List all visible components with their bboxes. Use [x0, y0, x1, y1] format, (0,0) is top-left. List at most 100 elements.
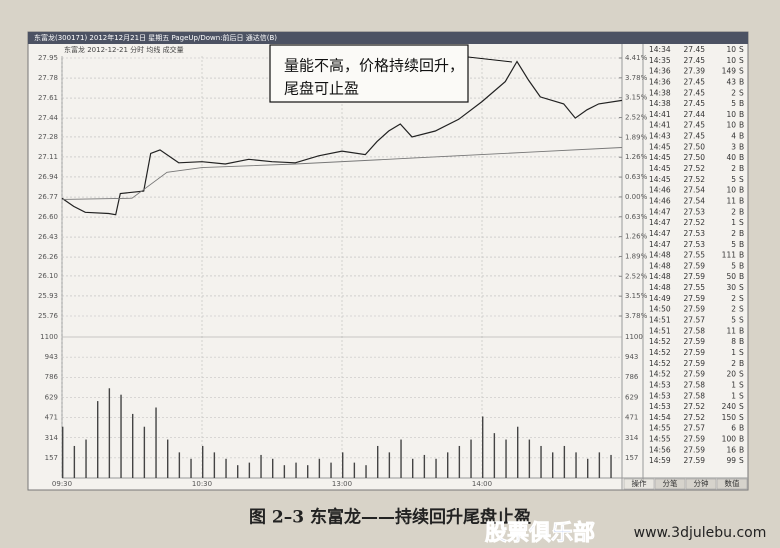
trade-time: 14:55: [649, 424, 671, 433]
watermark-brand: 股票俱乐部: [485, 520, 595, 546]
trade-side: B: [739, 359, 744, 368]
trade-volume: 11: [726, 196, 736, 205]
trade-time: 14:38: [649, 88, 671, 97]
volume-bar: [108, 388, 111, 478]
x-tick-label: 10:30: [192, 480, 212, 488]
trade-time: 14:51: [649, 326, 671, 335]
trade-time: 14:48: [649, 283, 671, 292]
trade-price: 27.59: [684, 456, 706, 465]
trade-price: 27.52: [684, 413, 706, 422]
trade-side: B: [739, 196, 744, 205]
tab[interactable]: [716, 478, 748, 490]
y2-tick-label: 3.15%: [625, 94, 648, 102]
trade-volume: 4: [731, 132, 736, 141]
trade-time: 14:41: [649, 121, 671, 130]
tab-label[interactable]: 操作: [632, 478, 647, 488]
trade-volume: 2: [731, 229, 736, 238]
volume-bar: [377, 445, 379, 478]
volume-bar: [295, 462, 297, 478]
volume-bar: [213, 452, 216, 478]
y-tick-label: 25.93: [38, 292, 58, 300]
trade-side: B: [739, 99, 744, 108]
trade-volume: 100: [722, 435, 737, 444]
trade-time: 14:48: [649, 251, 671, 260]
trade-price: 27.45: [684, 45, 706, 54]
y2-tick-label: 1.26%: [625, 233, 648, 241]
y-tick-label: 27.78: [38, 74, 58, 82]
trade-side: B: [739, 153, 744, 162]
trade-volume: 1: [731, 391, 736, 400]
trade-volume: 10: [726, 186, 736, 195]
annotation-arrow: [467, 56, 513, 63]
trade-side: B: [739, 251, 744, 260]
watermark-url: www.3djulebu.com: [634, 525, 767, 541]
trade-volume: 30: [726, 283, 736, 292]
trade-side: S: [739, 456, 744, 465]
trade-side: B: [739, 261, 744, 270]
y-tick-label: 27.95: [38, 54, 58, 62]
trade-price: 27.45: [684, 99, 706, 108]
volume-bar: [237, 465, 239, 478]
tab-label[interactable]: 分笔: [663, 478, 678, 488]
volume-bar: [435, 458, 437, 478]
y2-tick-label: 786: [625, 373, 639, 381]
trade-time: 14:52: [649, 348, 671, 357]
trade-side: B: [739, 110, 744, 119]
trade-volume: 50: [726, 272, 736, 281]
trade-time: 14:45: [649, 142, 671, 151]
volume-bar: [225, 458, 227, 478]
trade-side: B: [739, 326, 744, 335]
tab-label[interactable]: 分钟: [694, 478, 709, 488]
volume-bar: [458, 445, 461, 478]
y-tick-label: 786: [45, 373, 59, 381]
y2-tick-label: 1.26%: [625, 153, 648, 161]
y-tick-label: 157: [45, 454, 58, 462]
volume-bar: [563, 445, 566, 478]
trade-time: 14:59: [649, 456, 671, 465]
trade-time: 14:54: [649, 413, 671, 422]
y2-tick-label: 157: [625, 454, 638, 462]
trade-price: 27.45: [684, 77, 706, 86]
y2-tick-label: 0.63%: [625, 173, 648, 181]
volume-bar: [447, 452, 449, 478]
tab-label[interactable]: 数值: [725, 478, 740, 488]
tab[interactable]: [685, 478, 717, 490]
trade-time: 14:35: [649, 56, 671, 65]
trade-time: 14:47: [649, 207, 671, 216]
tab[interactable]: [654, 478, 686, 490]
y2-tick-label: 1100: [625, 333, 643, 341]
y-tick-label: 471: [45, 414, 58, 422]
y2-tick-label: 2.52%: [625, 114, 648, 122]
trade-price: 27.50: [684, 153, 706, 162]
volume-bar: [97, 401, 99, 478]
volume-bar: [575, 452, 577, 478]
trade-side: B: [739, 337, 744, 346]
trade-volume: 43: [726, 77, 736, 86]
volume-bar: [190, 458, 192, 478]
trade-side: S: [739, 380, 744, 389]
trade-side: S: [739, 413, 744, 422]
trade-time: 14:38: [649, 99, 671, 108]
trade-time: 14:56: [649, 445, 671, 454]
trade-side: S: [739, 218, 744, 227]
trade-price: 27.59: [684, 305, 706, 314]
trade-time: 14:50: [649, 305, 671, 314]
trade-price: 27.39: [684, 67, 706, 76]
trade-volume: 6: [731, 424, 736, 433]
volume-bar: [493, 433, 496, 478]
trade-price: 27.55: [684, 251, 706, 260]
trade-volume: 2: [731, 294, 736, 303]
trade-price: 27.52: [684, 218, 706, 227]
tab[interactable]: [623, 478, 655, 490]
plot: 27.95 27.78 27.61 27.44 27.28 27.11 26.94 26.77…: [38, 54, 648, 488]
volume-bar: [400, 439, 402, 478]
trade-volume: 5: [731, 240, 736, 249]
trade-side: B: [739, 164, 744, 173]
volume-bar: [318, 458, 321, 478]
trade-time: 14:43: [649, 132, 671, 141]
trade-price: 27.59: [684, 294, 706, 303]
trade-price: 27.45: [684, 88, 706, 97]
trade-volume: 1: [731, 218, 736, 227]
trade-side: S: [739, 402, 744, 411]
